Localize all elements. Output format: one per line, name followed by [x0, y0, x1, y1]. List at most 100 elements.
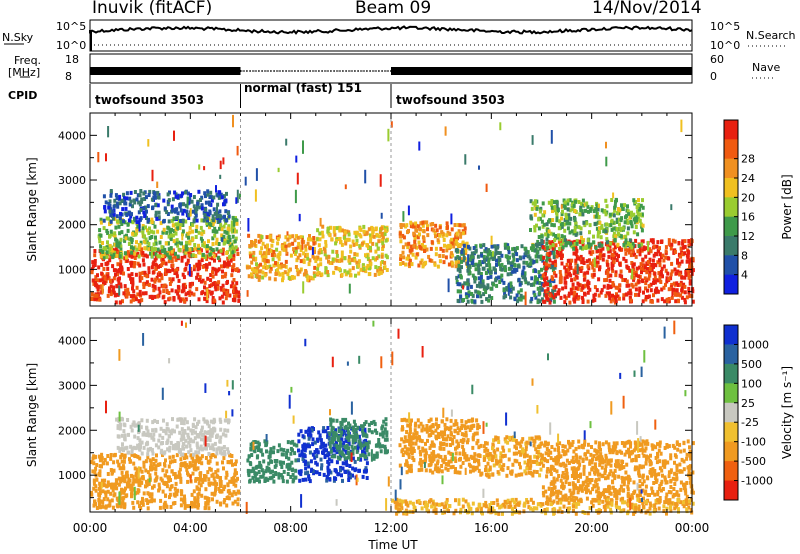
echo-cell [341, 466, 345, 471]
echo-cell [613, 237, 617, 242]
echo-cell [515, 252, 519, 257]
echo-cell [146, 219, 150, 224]
echo-cell [95, 477, 99, 482]
echo-cell [554, 263, 558, 268]
echo-cell [478, 291, 482, 296]
echo-cell [648, 266, 652, 271]
echo-cell [626, 231, 630, 236]
echo-cell [201, 229, 205, 234]
echo-cell [566, 240, 570, 245]
echo-cell [198, 275, 202, 279]
echo-cell [125, 233, 128, 238]
echo-cell [523, 271, 527, 276]
echo-cell [574, 199, 577, 204]
echo-cell [247, 471, 251, 476]
echo-cell [341, 461, 345, 466]
echo-cell [307, 464, 311, 469]
echo-cell [272, 249, 276, 254]
echo-cell [581, 198, 585, 203]
echo-cell [265, 235, 269, 240]
echo-cell [172, 492, 176, 497]
echo-cell [214, 287, 218, 292]
echo-cell [332, 229, 336, 234]
echo-cell [546, 234, 550, 238]
echo-cell [203, 285, 206, 290]
echo-cell [120, 198, 124, 203]
echo-cell [204, 194, 207, 199]
echo-cell [178, 472, 182, 477]
echo-cell [187, 212, 191, 217]
echo-cell [295, 258, 299, 263]
echo-cell [619, 226, 623, 231]
echo-cell [453, 223, 457, 227]
echo-cell [586, 264, 590, 269]
echo-cell [133, 251, 137, 256]
echo-cell [544, 293, 548, 298]
echo-cell [116, 459, 120, 464]
echo-cell [126, 222, 130, 227]
echo-cell [563, 294, 567, 299]
echo-cell [632, 212, 636, 217]
echo-cell [120, 255, 124, 260]
echo-cell [596, 230, 600, 235]
echo-cell [622, 296, 626, 301]
echo-cell [324, 429, 328, 434]
echo-cell [445, 248, 449, 253]
echo-cell [204, 296, 208, 301]
echo-cell [198, 250, 202, 255]
echo-cell [297, 448, 300, 453]
echo-cell [634, 254, 638, 259]
echo-cell [100, 271, 104, 276]
echo-cell [587, 209, 590, 214]
echo-cell [355, 231, 359, 236]
echo-cell [322, 426, 326, 431]
echo-cell [687, 239, 691, 243]
echo-cell [526, 281, 530, 286]
echo-cell [131, 253, 135, 258]
echo-cell [186, 472, 190, 477]
echo-cell [104, 490, 107, 495]
echo-cell [344, 470, 348, 474]
echo-cell [513, 297, 517, 302]
echo-cell [179, 222, 183, 227]
echo-cell [225, 496, 229, 500]
echo-cell [469, 284, 473, 289]
echo-cell [423, 249, 426, 253]
echo-cell [179, 219, 183, 223]
echo-cell [231, 234, 235, 239]
echo-cell [357, 442, 361, 447]
echo-cell [194, 210, 198, 215]
echo-cell [599, 251, 603, 256]
echo-cell [509, 266, 513, 271]
echo-cell [273, 459, 277, 463]
echo-cell [334, 266, 338, 270]
echo-cell [213, 211, 217, 216]
echo-cell [184, 292, 188, 297]
echo-cell [222, 456, 226, 460]
echo-cell [454, 260, 458, 265]
echo-cell [147, 282, 151, 287]
echo-cell [196, 505, 200, 510]
echo-cell [230, 479, 234, 484]
echo-cell [312, 247, 316, 251]
echo-cell [154, 467, 158, 471]
echo-cell [102, 246, 106, 251]
echo-cell [209, 291, 213, 296]
echo-cell [667, 297, 671, 301]
echo-cell [638, 286, 642, 291]
echo-cell [512, 253, 515, 258]
echo-cell [569, 241, 573, 246]
echo-cell [286, 448, 290, 453]
echo-cell [429, 246, 433, 251]
echo-cell [518, 255, 522, 260]
echo-cell [165, 426, 169, 431]
echo-cell [101, 277, 105, 282]
echo-cell [128, 202, 132, 207]
echo-cell [117, 482, 121, 487]
echo-cell [206, 276, 210, 281]
echo-cell [218, 296, 222, 301]
echo-cell [258, 460, 262, 465]
echo-streak [364, 169, 367, 184]
echo-cell [653, 272, 657, 277]
echo-streak [173, 130, 175, 141]
